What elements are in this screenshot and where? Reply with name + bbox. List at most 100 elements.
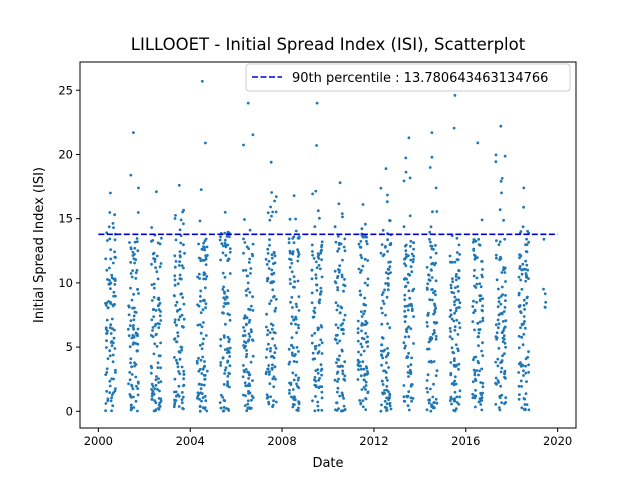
- scatter-point: [430, 247, 434, 251]
- scatter-point: [109, 248, 113, 252]
- scatter-point: [134, 375, 138, 379]
- scatter-point: [428, 230, 432, 234]
- scatter-point: [112, 290, 116, 294]
- scatter-point: [480, 367, 484, 371]
- scatter-point: [104, 402, 108, 405]
- scatter-point: [109, 332, 113, 335]
- scatter-point: [131, 387, 135, 391]
- scatter-point: [315, 289, 319, 292]
- scatter-point: [407, 325, 411, 329]
- scatter-point: [294, 322, 297, 326]
- scatter-point: [150, 283, 154, 287]
- scatter-point: [266, 247, 270, 251]
- scatter-point: [316, 408, 320, 412]
- scatter-point: [129, 261, 133, 264]
- scatter-point: [480, 260, 483, 263]
- scatter-point: [227, 340, 231, 344]
- scatter-point: [333, 378, 337, 382]
- scatter-point: [110, 409, 113, 413]
- scatter-point: [317, 386, 321, 390]
- scatter-point: [132, 131, 135, 135]
- scatter-point: [503, 154, 507, 158]
- scatter-point: [360, 322, 364, 325]
- scatter-point: [228, 250, 232, 254]
- scatter-point: [247, 261, 251, 264]
- scatter-point: [494, 253, 498, 257]
- scatter-point: [108, 354, 112, 358]
- scatter-point: [481, 385, 485, 389]
- scatter-point: [502, 266, 505, 269]
- scatter-point: [360, 315, 364, 318]
- scatter-point: [105, 346, 108, 349]
- scatter-point: [409, 258, 413, 262]
- scatter-point: [311, 315, 315, 319]
- scatter-point: [245, 323, 248, 327]
- scatter-point: [319, 338, 323, 342]
- scatter-point: [517, 397, 521, 401]
- scatter-point: [500, 177, 504, 180]
- scatter-point: [182, 384, 185, 388]
- scatter-point: [154, 378, 158, 382]
- scatter-point: [180, 348, 184, 352]
- scatter-point: [249, 267, 253, 270]
- scatter-point: [472, 299, 475, 303]
- scatter-point: [519, 361, 522, 364]
- scatter-point: [314, 276, 318, 280]
- scatter-point: [385, 200, 389, 204]
- scatter-point: [361, 399, 365, 402]
- scatter-point: [500, 191, 503, 195]
- scatter-point: [334, 408, 337, 412]
- scatter-point: [289, 322, 293, 326]
- scatter-point: [338, 354, 341, 358]
- scatter-point: [201, 406, 205, 409]
- scatter-point: [289, 300, 292, 304]
- scatter-point: [219, 235, 222, 239]
- scatter-point: [458, 389, 462, 393]
- scatter-point: [243, 346, 246, 350]
- scatter-point: [251, 354, 255, 358]
- scatter-point: [517, 384, 521, 388]
- scatter-point: [524, 259, 527, 263]
- scatter-point: [251, 133, 255, 137]
- scatter-point: [182, 266, 185, 270]
- scatter-point: [434, 244, 437, 247]
- scatter-point: [108, 391, 112, 394]
- scatter-point: [336, 234, 340, 238]
- scatter-point: [248, 335, 252, 338]
- scatter-point: [128, 241, 131, 244]
- scatter-point: [453, 295, 457, 299]
- scatter-point: [478, 369, 481, 373]
- scatter-point: [291, 252, 295, 256]
- scatter-point: [245, 349, 248, 352]
- scatter-point: [246, 281, 250, 285]
- scatter-point: [433, 310, 437, 314]
- scatter-point: [111, 404, 115, 408]
- scatter-point: [479, 381, 483, 384]
- scatter-point: [202, 383, 206, 387]
- scatter-point: [381, 228, 385, 232]
- scatter-point: [272, 399, 275, 403]
- scatter-point: [176, 393, 180, 397]
- scatter-point: [132, 395, 135, 399]
- scatter-point: [178, 315, 182, 319]
- scatter-point: [223, 210, 227, 214]
- scatter-point: [310, 277, 314, 281]
- scatter-point: [288, 266, 292, 269]
- scatter-point: [474, 405, 477, 409]
- scatter-point: [248, 257, 252, 261]
- scatter-point: [426, 324, 429, 328]
- scatter-point: [410, 302, 413, 306]
- scatter-point: [335, 361, 338, 364]
- scatter-point: [426, 313, 430, 317]
- scatter-point: [475, 369, 479, 372]
- scatter-point: [319, 249, 323, 253]
- scatter-point: [130, 383, 134, 387]
- scatter-point: [154, 266, 158, 270]
- scatter-point: [109, 341, 113, 344]
- scatter-point: [268, 238, 271, 242]
- scatter-point: [250, 398, 253, 402]
- scatter-point: [386, 276, 390, 280]
- scatter-point: [197, 382, 201, 386]
- scatter-point: [407, 136, 411, 140]
- scatter-point: [295, 331, 298, 335]
